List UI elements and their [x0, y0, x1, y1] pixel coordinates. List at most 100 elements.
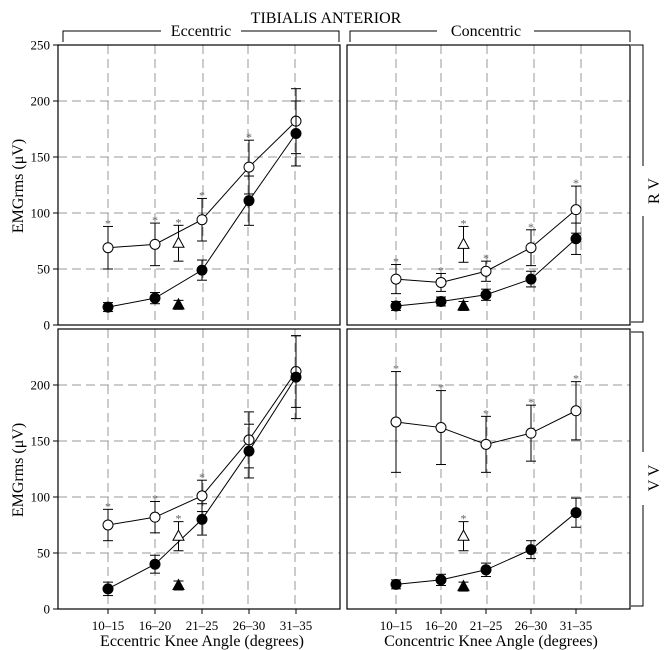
significance-star: * [483, 251, 489, 265]
series-filled-triangle [457, 298, 470, 311]
series-filled-triangle [172, 297, 185, 310]
series-filled-circle [102, 100, 302, 313]
data-point [525, 242, 537, 254]
series-open-triangle: * [457, 512, 470, 552]
rv-bracket [631, 44, 644, 323]
vv-row-label: V V [646, 464, 663, 491]
data-point [480, 564, 492, 576]
significance-star: * [152, 213, 158, 227]
data-point [570, 507, 582, 519]
y-tick-label: 0 [44, 602, 51, 617]
data-point [457, 529, 470, 541]
data-point [480, 289, 492, 301]
eccentric-col-label: Eccentric [171, 23, 231, 40]
series-open-triangle: * [172, 215, 185, 262]
significance-star: * [105, 216, 111, 230]
significance-star: * [176, 512, 182, 526]
y-tick-label: 50 [37, 262, 50, 277]
x-tick-label: 21–25 [186, 618, 219, 633]
data-point [172, 236, 185, 248]
x-tick-label: 16–20 [425, 618, 458, 633]
data-point [570, 405, 582, 417]
significance-star: * [152, 491, 158, 505]
x-tick-label: 21–25 [470, 618, 503, 633]
data-point [570, 233, 582, 245]
data-point [149, 238, 161, 250]
data-point [290, 371, 302, 383]
x-axis-label-eccentric: Eccentric Knee Angle (degrees) [100, 633, 304, 650]
panel-frame [57, 328, 341, 610]
series-open-circle: * * * * [102, 88, 302, 270]
data-point [102, 519, 114, 531]
significance-star: * [199, 470, 205, 484]
significance-star: * [393, 255, 399, 269]
panel-concentric-rv: * * * * * * [346, 44, 631, 326]
panel-frame [57, 44, 341, 326]
data-point [243, 161, 255, 173]
rv-row-label: R V [646, 178, 663, 204]
significance-star: * [573, 372, 579, 386]
data-point [525, 273, 537, 285]
y-tick-label: 100 [31, 206, 51, 221]
data-point [390, 273, 402, 285]
panel-frame [346, 328, 631, 610]
data-point [172, 529, 185, 541]
vv-bracket [631, 331, 644, 607]
series-filled-circle [102, 335, 302, 597]
y-tick-label: 150 [31, 434, 51, 449]
data-point [149, 558, 161, 570]
data-point [149, 292, 161, 304]
data-point [102, 242, 114, 254]
concentric-col-label: Concentric [451, 23, 521, 40]
y-tick-label: 0 [44, 318, 51, 333]
data-point [196, 264, 208, 276]
data-point [570, 204, 582, 216]
significance-star: * [461, 512, 467, 526]
panel-frame [346, 44, 631, 326]
significance-star: * [483, 406, 489, 420]
data-point [390, 416, 402, 428]
significance-star: * [438, 263, 444, 277]
data-point [102, 583, 114, 595]
series-open-triangle: * [457, 216, 470, 263]
y-axis-label-rv: EMGrms (μV) [10, 139, 27, 233]
data-point [196, 490, 208, 502]
data-point [390, 300, 402, 312]
significance-star: * [573, 176, 579, 190]
significance-star: * [528, 395, 534, 409]
panel-concentric-vv: 10–15 16–20 21–25 26–30 31–35 * * * * * * [346, 328, 631, 633]
series-open-circle: * * * * * [390, 362, 582, 473]
y-tick-label: 250 [31, 38, 51, 53]
significance-star: * [438, 381, 444, 395]
data-point [435, 295, 447, 307]
data-point [480, 438, 492, 450]
data-point [525, 544, 537, 556]
data-point [525, 427, 537, 439]
data-point [390, 578, 402, 590]
x-tick-label: 31–35 [280, 618, 313, 633]
significance-star: * [246, 130, 252, 144]
data-point [435, 574, 447, 586]
significance-star: * [393, 362, 399, 376]
series-filled-circle [390, 222, 582, 312]
data-point [243, 195, 255, 207]
significance-star: * [176, 215, 182, 229]
x-tick-label: 10–15 [380, 618, 413, 633]
series-filled-triangle [172, 578, 185, 591]
data-point [149, 511, 161, 523]
y-tick-label: 100 [31, 490, 51, 505]
y-tick-label: 200 [31, 378, 51, 393]
significance-star: * [528, 220, 534, 234]
significance-star: * [199, 188, 205, 202]
x-tick-label: 26–30 [515, 618, 548, 633]
data-point [243, 445, 255, 457]
data-point [172, 297, 185, 310]
x-tick-label: 16–20 [139, 618, 172, 633]
data-point [457, 579, 470, 592]
series-open-circle: * * * * * [390, 176, 582, 295]
eccentric-bracket [62, 30, 340, 42]
y-tick-label: 50 [37, 546, 50, 561]
panel-eccentric-rv: 0 50 100 150 200 250 * * * * * [31, 38, 341, 333]
x-tick-label: 31–35 [560, 618, 593, 633]
